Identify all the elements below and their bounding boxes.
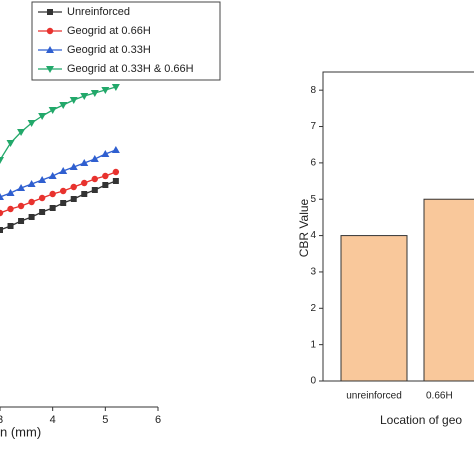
legend-label: Geogrid at 0.66H bbox=[67, 25, 151, 37]
x-tick-label: 5 bbox=[102, 414, 108, 426]
bar bbox=[340, 235, 408, 382]
marker bbox=[80, 159, 89, 166]
x-axis-label: n (mm) bbox=[0, 424, 41, 439]
marker bbox=[81, 191, 88, 197]
y-tick-label: 2 bbox=[310, 303, 316, 314]
marker bbox=[17, 202, 25, 210]
marker bbox=[69, 97, 78, 104]
marker bbox=[49, 190, 56, 198]
marker bbox=[6, 140, 15, 147]
marker bbox=[0, 227, 3, 233]
y-tick-label: 8 bbox=[310, 85, 316, 96]
legend-label: Geogrid at 0.33H & 0.66H bbox=[67, 63, 194, 75]
marker bbox=[27, 120, 36, 127]
marker bbox=[101, 150, 110, 157]
marker bbox=[18, 218, 25, 224]
y-tick-label: 1 bbox=[310, 339, 316, 350]
marker bbox=[81, 179, 88, 187]
y-tick-label: 5 bbox=[310, 194, 316, 205]
marker bbox=[48, 172, 57, 179]
line bbox=[0, 171, 117, 214]
marker bbox=[7, 205, 14, 213]
marker bbox=[0, 209, 4, 217]
marker bbox=[69, 163, 78, 170]
y-tick-label: 7 bbox=[310, 121, 316, 132]
marker bbox=[17, 129, 26, 136]
marker bbox=[111, 84, 120, 91]
marker bbox=[38, 176, 47, 183]
marker bbox=[0, 157, 4, 164]
marker bbox=[46, 27, 54, 35]
marker bbox=[102, 172, 109, 180]
marker bbox=[60, 187, 67, 195]
marker bbox=[28, 198, 35, 206]
marker bbox=[70, 196, 77, 202]
marker bbox=[28, 214, 35, 220]
y-tick-label: 3 bbox=[310, 267, 316, 278]
marker bbox=[46, 66, 54, 73]
x-tick-label: 3 bbox=[0, 414, 3, 426]
marker bbox=[91, 187, 98, 193]
marker bbox=[101, 87, 110, 94]
marker bbox=[46, 46, 54, 53]
marker bbox=[0, 193, 4, 200]
legend-box bbox=[31, 1, 221, 81]
marker bbox=[59, 102, 68, 109]
x-tick-label: 6 bbox=[155, 414, 161, 426]
marker bbox=[111, 146, 120, 153]
x-tick-label: 0.66H bbox=[426, 391, 453, 402]
marker bbox=[70, 183, 77, 191]
marker bbox=[60, 200, 67, 206]
marker bbox=[38, 194, 46, 202]
marker bbox=[38, 113, 47, 120]
marker bbox=[39, 209, 46, 215]
line bbox=[0, 86, 117, 161]
y-tick-label: 6 bbox=[310, 158, 316, 169]
marker bbox=[27, 180, 36, 187]
y-tick-label: 4 bbox=[310, 230, 316, 241]
x-tick-label: unreinforced bbox=[346, 391, 402, 402]
y-axis-label: CBR Value bbox=[297, 198, 311, 257]
marker bbox=[49, 205, 56, 211]
marker bbox=[91, 175, 99, 183]
marker bbox=[80, 93, 89, 100]
marker bbox=[7, 223, 14, 229]
marker bbox=[47, 9, 53, 15]
line bbox=[0, 180, 117, 231]
bar bbox=[423, 198, 474, 382]
x-axis-label: Location of geo bbox=[380, 413, 462, 427]
marker bbox=[59, 167, 68, 174]
y-tick-label: 0 bbox=[310, 376, 316, 387]
marker bbox=[90, 155, 99, 162]
marker bbox=[112, 168, 120, 176]
legend-label: Geogrid at 0.33H bbox=[67, 44, 151, 56]
x-tick-label: 4 bbox=[50, 414, 56, 426]
marker bbox=[90, 90, 99, 97]
marker bbox=[17, 184, 26, 191]
marker bbox=[6, 189, 15, 196]
marker bbox=[48, 107, 57, 114]
legend-label: Unreinforced bbox=[67, 6, 130, 18]
line bbox=[0, 149, 117, 198]
marker bbox=[102, 182, 109, 188]
marker bbox=[112, 178, 119, 184]
